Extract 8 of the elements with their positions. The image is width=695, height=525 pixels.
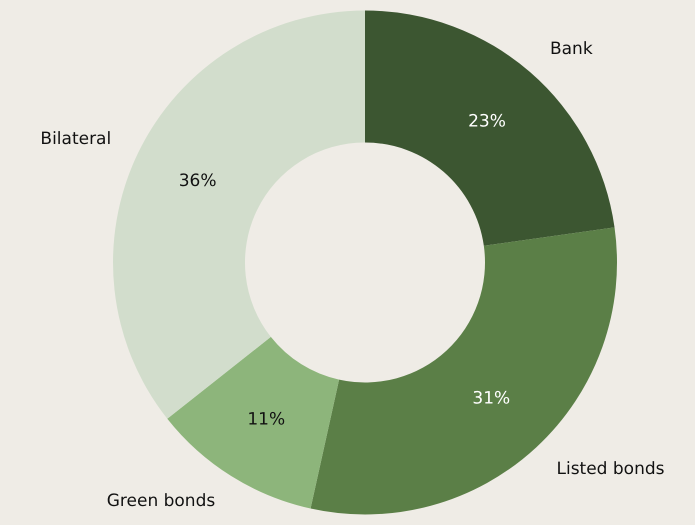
slice-label: Listed bonds — [556, 458, 665, 479]
slice-label: Bank — [550, 39, 593, 60]
slice-label: Bilateral — [40, 129, 112, 149]
data-label: 36% — [178, 170, 216, 191]
slice-label: Green bonds — [106, 490, 216, 511]
data-label: 31% — [472, 388, 510, 408]
data-label: 23% — [468, 112, 506, 132]
data-label: 11% — [247, 410, 286, 430]
